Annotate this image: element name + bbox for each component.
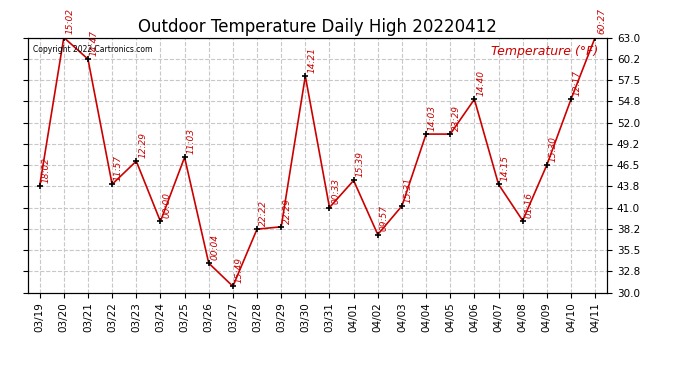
Text: 23:29: 23:29 <box>452 105 461 131</box>
Text: 12:29: 12:29 <box>138 132 147 158</box>
Text: 09:57: 09:57 <box>380 206 388 231</box>
Text: 00:00: 00:00 <box>162 192 171 218</box>
Text: 60:27: 60:27 <box>597 8 606 34</box>
Text: 22:22: 22:22 <box>259 200 268 226</box>
Text: 15:39: 15:39 <box>355 152 364 177</box>
Text: 00:33: 00:33 <box>331 178 340 204</box>
Text: Copyright 2022 Cartronics.com: Copyright 2022 Cartronics.com <box>33 45 152 54</box>
Text: 18:02: 18:02 <box>41 157 50 183</box>
Text: 22:29: 22:29 <box>283 198 292 224</box>
Text: 15:31: 15:31 <box>404 177 413 203</box>
Text: 11:57: 11:57 <box>114 155 123 181</box>
Title: Outdoor Temperature Daily High 20220412: Outdoor Temperature Daily High 20220412 <box>138 18 497 36</box>
Text: 12:17: 12:17 <box>573 70 582 96</box>
Text: 14:03: 14:03 <box>428 105 437 131</box>
Text: 14:40: 14:40 <box>476 70 485 96</box>
Text: 15:02: 15:02 <box>66 8 75 34</box>
Text: 14:21: 14:21 <box>307 47 316 73</box>
Text: 15:49: 15:49 <box>235 257 244 283</box>
Text: 00:04: 00:04 <box>210 234 219 260</box>
Text: 14:47: 14:47 <box>90 30 99 56</box>
Text: Temperature (°F): Temperature (°F) <box>491 45 598 58</box>
Text: 11:03: 11:03 <box>186 128 195 154</box>
Text: 01:16: 01:16 <box>524 192 533 217</box>
Text: 14:15: 14:15 <box>500 155 509 181</box>
Text: 15:30: 15:30 <box>549 136 558 162</box>
